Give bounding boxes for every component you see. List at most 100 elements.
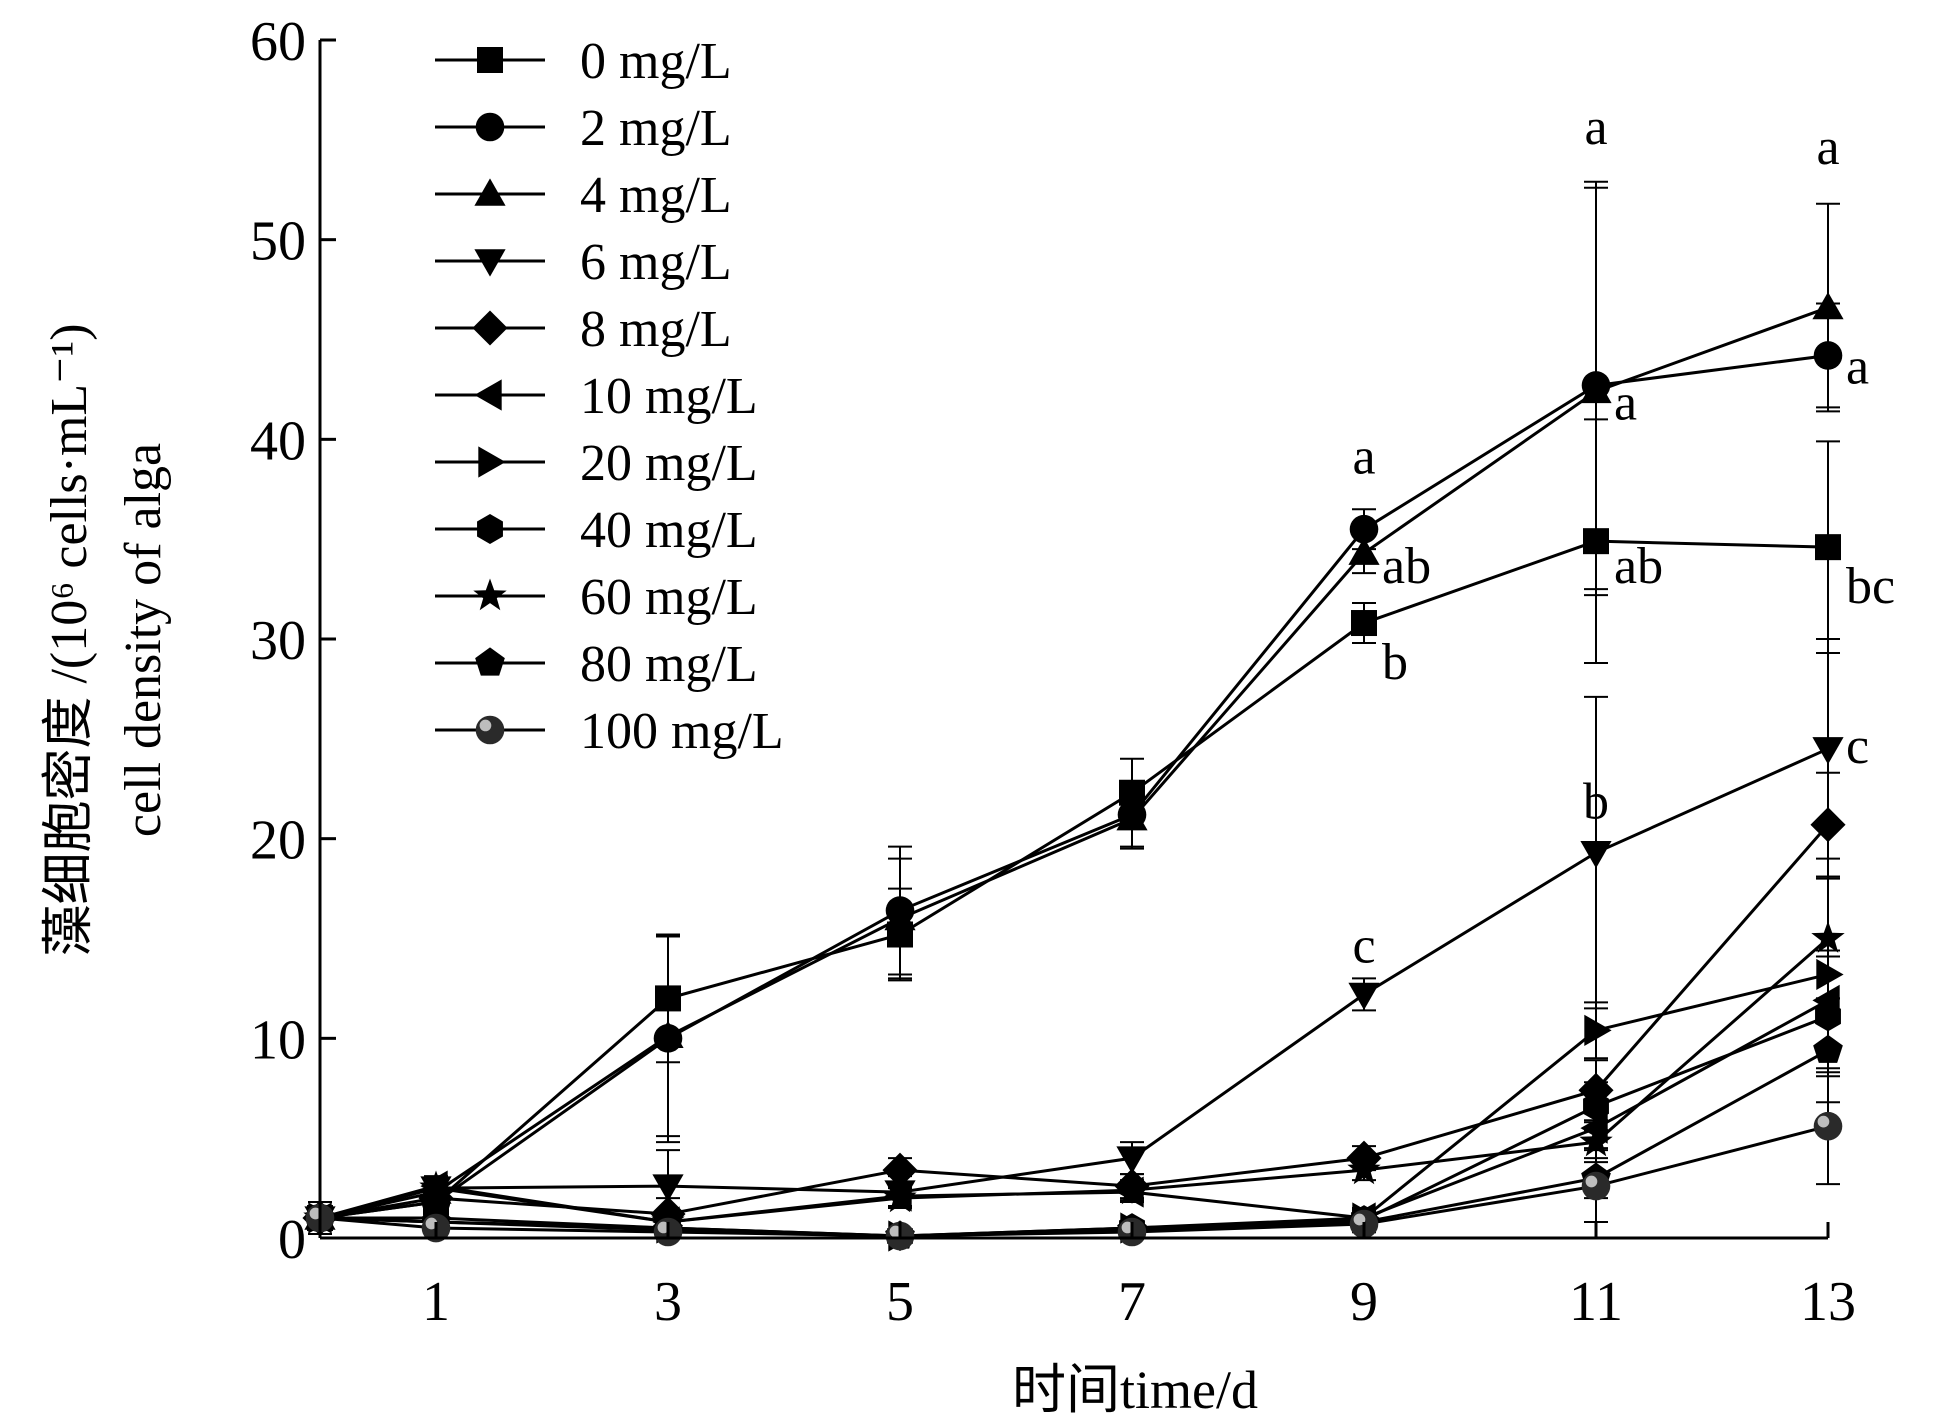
legend-item: 40 mg/L xyxy=(435,502,758,559)
significance-label: a xyxy=(1816,119,1839,176)
sphere-highlight xyxy=(309,1207,322,1220)
sphere-highlight xyxy=(889,1225,902,1238)
legend-label: 0 mg/L xyxy=(580,33,732,90)
data-point xyxy=(1816,958,1844,991)
data-point xyxy=(1810,807,1846,843)
legend: 0 mg/L 2 mg/L 4 mg/L 6 mg/L 8 mg/L 10 mg/L 20 … xyxy=(435,33,784,760)
data-point xyxy=(1812,737,1844,765)
data-point xyxy=(652,1174,684,1202)
series-2-mg-L xyxy=(305,180,1843,1236)
significance-label: ab xyxy=(1614,538,1663,595)
sphere-highlight xyxy=(657,1221,670,1234)
legend-marker xyxy=(473,578,507,611)
legend-item: 2 mg/L xyxy=(435,100,732,157)
y-tick-label: 0 xyxy=(278,1209,306,1271)
data-point xyxy=(1811,920,1845,953)
legend-item: 4 mg/L xyxy=(435,167,732,224)
x-tick-label: 1 xyxy=(422,1271,450,1333)
y-axis-label-line2: cell density of alga xyxy=(115,443,172,837)
legend-marker xyxy=(475,715,505,745)
sphere-highlight xyxy=(1121,1221,1134,1234)
sphere-highlight xyxy=(1585,1175,1598,1188)
legend-item: 80 mg/L xyxy=(435,636,758,693)
data-point xyxy=(884,902,916,931)
legend-label: 4 mg/L xyxy=(580,167,732,224)
legend-marker xyxy=(474,178,506,206)
data-point xyxy=(1583,1091,1609,1122)
y-tick-label: 10 xyxy=(250,1009,306,1071)
sphere-highlight xyxy=(479,719,492,732)
sphere-body xyxy=(1581,1171,1611,1201)
x-axis-label: 时间time/d xyxy=(1012,1360,1258,1417)
legend-item: 100 mg/L xyxy=(435,703,784,760)
legend-label: 80 mg/L xyxy=(580,636,758,693)
legend-item: 60 mg/L xyxy=(435,569,758,626)
x-tick-label: 13 xyxy=(1800,1271,1856,1333)
legend-item: 0 mg/L xyxy=(435,33,732,90)
data-point xyxy=(1348,537,1380,565)
data-point xyxy=(1813,1034,1843,1063)
series-40-mg-L xyxy=(307,955,1841,1251)
legend-marker xyxy=(477,514,503,544)
legend-marker xyxy=(472,310,508,346)
legend-label: 60 mg/L xyxy=(580,569,758,626)
significance-label: a xyxy=(1352,428,1375,485)
data-point xyxy=(883,1180,917,1213)
legend-label: 2 mg/L xyxy=(580,100,732,157)
y-tick-label: 20 xyxy=(250,810,306,872)
significance-label: b xyxy=(1583,774,1609,831)
x-tick-label: 9 xyxy=(1350,1271,1378,1333)
data-point xyxy=(1351,610,1377,637)
sphere-body xyxy=(1813,1111,1843,1141)
data-point xyxy=(1580,375,1612,404)
sphere-highlight xyxy=(1817,1115,1830,1128)
y-ticks: 0 10 20 30 40 50 60 xyxy=(250,11,336,1271)
data-point xyxy=(1584,1014,1612,1046)
series-line xyxy=(319,747,1829,1220)
legend-label: 10 mg/L xyxy=(580,368,758,425)
legend-label: 6 mg/L xyxy=(580,234,732,291)
y-axis-label-line1: 藻细胞密度 /(10⁶ cells·mL⁻¹) xyxy=(41,323,98,956)
significance-label: a xyxy=(1614,374,1637,431)
x-tick-label: 3 xyxy=(654,1271,682,1333)
data-point xyxy=(1812,291,1844,320)
data-point xyxy=(1116,803,1148,831)
data-point xyxy=(1579,1124,1613,1157)
data-point xyxy=(1581,1171,1611,1201)
sphere-body xyxy=(475,715,505,745)
legend-label: 100 mg/L xyxy=(580,703,784,760)
series-line xyxy=(319,1124,1829,1238)
legend-item: 8 mg/L xyxy=(435,301,732,358)
legend-marker xyxy=(474,379,502,411)
data-point xyxy=(419,1170,453,1203)
y-tick-label: 30 xyxy=(250,610,306,672)
legend-marker xyxy=(475,112,505,142)
y-tick-label: 40 xyxy=(250,410,306,472)
data-point xyxy=(1813,1111,1843,1141)
series-0-mg-L xyxy=(307,418,1841,1236)
significance-label: a xyxy=(1584,99,1607,156)
sphere-highlight xyxy=(425,1217,438,1230)
legend-marker xyxy=(474,249,506,277)
legend-item: 20 mg/L xyxy=(435,435,758,492)
series-6-mg-L xyxy=(304,638,1844,1236)
series-4-mg-L xyxy=(304,186,1844,1236)
data-point xyxy=(652,1020,684,1049)
sphere-highlight xyxy=(1353,1213,1366,1226)
significance-label: bc xyxy=(1846,558,1895,615)
series-60-mg-L xyxy=(303,877,1845,1237)
legend-marker xyxy=(475,647,505,676)
y-tick-label: 60 xyxy=(250,11,306,73)
significance-label: a xyxy=(1846,338,1869,395)
x-tick-label: 7 xyxy=(1118,1271,1146,1333)
data-point xyxy=(1349,514,1379,544)
legend-label: 8 mg/L xyxy=(580,301,732,358)
legend-marker xyxy=(477,47,503,73)
legend-item: 6 mg/L xyxy=(435,234,732,291)
data-point xyxy=(1115,1172,1149,1205)
data-point xyxy=(882,1152,918,1188)
legend-label: 20 mg/L xyxy=(580,435,758,492)
